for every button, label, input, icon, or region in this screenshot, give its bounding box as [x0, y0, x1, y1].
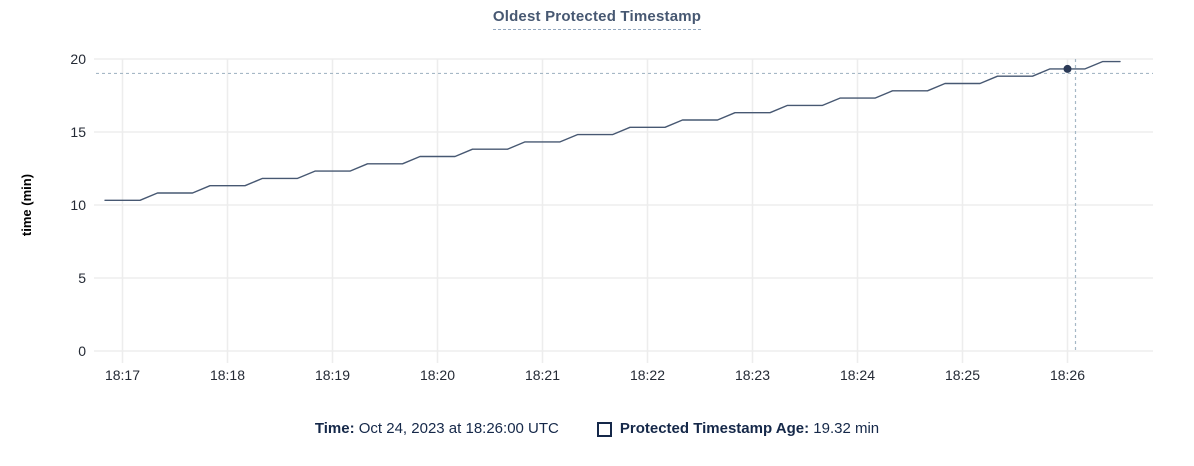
- x-tick-label: 18:19: [315, 367, 350, 383]
- legend-time-value: Oct 24, 2023 at 18:26:00 UTC: [358, 420, 559, 437]
- legend-series-label: Protected Timestamp Age:: [619, 420, 810, 437]
- chart-plot-area[interactable]: 18:17 18:18 18:19 18:20 18:21 18:22 18:23 18:24…: [0, 0, 1194, 400]
- y-tick-label: 10: [70, 197, 86, 213]
- chart-legend: Time: Oct 24, 2023 at 18:26:00 UTC Prote…: [0, 419, 1194, 439]
- legend-series-value: 19.32 min: [813, 420, 880, 437]
- y-axis-label: time (min): [19, 174, 34, 236]
- x-tick-label: 18:24: [840, 367, 875, 383]
- checkbox-unchecked-icon[interactable]: [596, 421, 612, 437]
- highlight-dot: [1063, 64, 1072, 73]
- legend-time: Time: Oct 24, 2023 at 18:26:00 UTC: [315, 419, 559, 439]
- x-tick-label: 18:26: [1050, 367, 1085, 383]
- series-line: [104, 60, 1121, 202]
- x-tick-label: 18:18: [210, 367, 245, 383]
- legend-series[interactable]: Protected Timestamp Age: 19.32 min: [596, 419, 880, 439]
- x-tick-label: 18:17: [105, 367, 140, 383]
- x-tick-label: 18:23: [735, 367, 770, 383]
- y-tick-label: 20: [70, 51, 86, 67]
- x-tick-label: 18:22: [630, 367, 665, 383]
- x-tick-label: 18:25: [945, 367, 980, 383]
- y-tick-label: 5: [78, 270, 86, 286]
- y-tick-label: 15: [70, 124, 86, 140]
- chart-title[interactable]: Oldest Protected Timestamp: [492, 8, 702, 30]
- y-tick-label: 0: [78, 343, 86, 359]
- chart-title-row: Oldest Protected Timestamp: [0, 8, 1194, 30]
- legend-time-label: Time:: [314, 420, 355, 437]
- x-tick-label: 18:21: [525, 367, 560, 383]
- x-tick-label: 18:20: [420, 367, 455, 383]
